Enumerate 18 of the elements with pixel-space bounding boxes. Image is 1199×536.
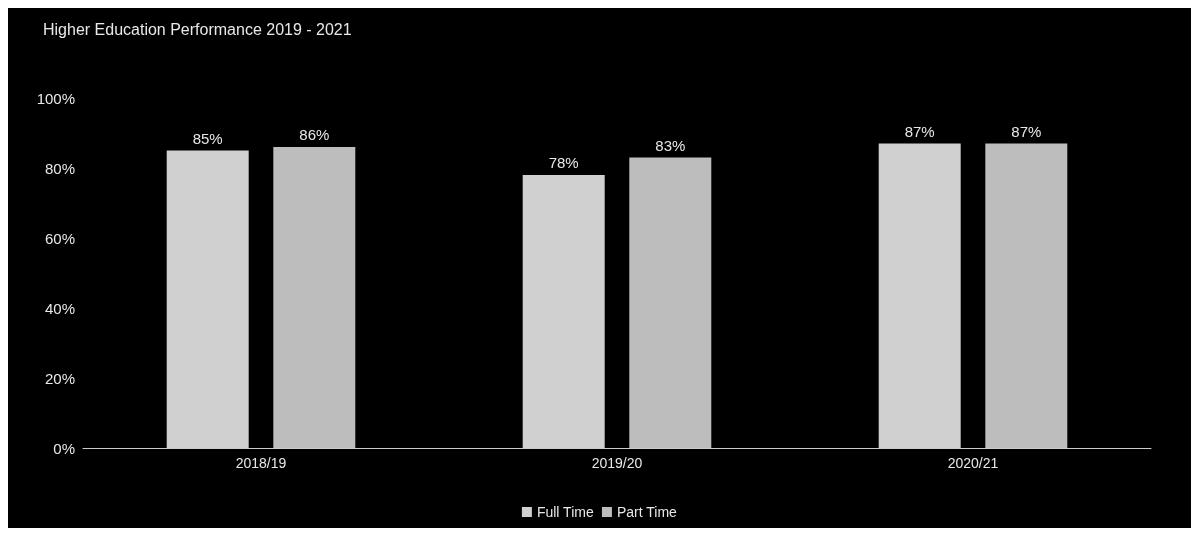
y-tick-label: 40% [44, 299, 75, 317]
y-tick-label: 0% [53, 439, 75, 457]
data-label: 85% [192, 129, 223, 147]
y-tick-label: 60% [44, 229, 75, 247]
y-tick-label: 100% [36, 89, 75, 107]
y-tick-label: 80% [44, 159, 75, 177]
x-tick-label: 2020/21 [947, 455, 999, 471]
data-label: 83% [655, 136, 686, 154]
data-label: 78% [548, 154, 579, 171]
data-label: 87% [904, 122, 935, 140]
x-tick-label: 2018/19 [235, 455, 287, 471]
y-tick-label: 20% [44, 369, 75, 387]
legend-label: Full Time [536, 504, 594, 520]
data-label: 87% [1011, 122, 1042, 140]
data-label: 86% [299, 126, 330, 143]
x-tick-label: 2019/20 [591, 455, 643, 471]
chart-title: Higher Education Performance 2019 - 2021 [43, 20, 352, 38]
legend-label: Part Time [616, 504, 678, 520]
